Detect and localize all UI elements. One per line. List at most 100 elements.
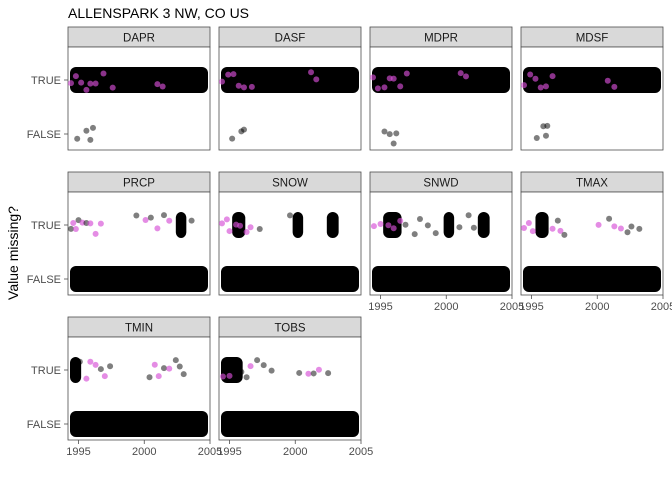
data-point-true — [83, 86, 90, 93]
y-tick-label: TRUE — [31, 220, 61, 232]
data-point-true — [542, 83, 549, 90]
dense-points-false — [221, 411, 359, 437]
data-point-true — [521, 224, 527, 231]
panel-area — [520, 46, 664, 151]
data-point-true — [532, 75, 539, 82]
chart-title: ALLENSPARK 3 NW, CO US — [68, 5, 249, 21]
dense-points-false — [372, 266, 510, 292]
data-point-true — [557, 227, 564, 234]
data-point-true — [155, 373, 162, 380]
data-point-true — [154, 225, 161, 232]
panel-tobs: TOBS 1995 2000 2005 — [217, 316, 373, 458]
data-point-true — [172, 357, 179, 364]
data-point-false — [240, 126, 247, 133]
data-point-true — [561, 231, 568, 238]
data-point-true — [248, 83, 255, 90]
data-point-true — [176, 363, 183, 370]
data-point-true — [595, 221, 602, 228]
data-point-true — [87, 220, 94, 227]
x-tick-label: 1995 — [217, 446, 241, 458]
data-point-true — [525, 219, 532, 226]
data-point-true — [166, 365, 173, 372]
data-point-true — [537, 84, 544, 91]
x-tick-label: 2005 — [349, 446, 373, 458]
data-point-true — [92, 80, 99, 87]
data-point-true — [247, 224, 254, 231]
data-point-false — [381, 128, 388, 135]
panel-area — [218, 46, 362, 151]
dense-points-true — [70, 67, 208, 93]
data-point-true — [374, 85, 381, 92]
data-point-true — [133, 212, 140, 219]
dense-points-true — [292, 212, 304, 238]
facet-strip-label: TMIN — [125, 323, 153, 335]
y-tick-label: TRUE — [31, 75, 61, 87]
data-point-true — [381, 84, 388, 91]
data-point-true — [416, 216, 423, 223]
panel-dapr: DAPR TRUE FALSE — [27, 26, 211, 151]
dense-points-false — [70, 266, 208, 292]
facet-strip-label: SNOW — [272, 178, 308, 190]
data-point-true — [243, 374, 250, 381]
data-point-true — [390, 225, 397, 232]
data-point-true — [377, 220, 384, 227]
facet-strip-label: MDSF — [576, 33, 609, 45]
panel-prcp: PRCP TRUE FALSE — [27, 171, 211, 296]
data-point-true — [624, 229, 631, 236]
data-point-true — [260, 362, 267, 369]
x-tick-label: 2000 — [283, 446, 307, 458]
data-point-true — [315, 366, 322, 373]
dense-points-true — [443, 212, 455, 238]
data-point-true — [160, 212, 167, 219]
x-tick-label: 1995 — [66, 446, 90, 458]
data-point-true — [68, 80, 74, 87]
data-point-true — [529, 228, 536, 235]
facet-strip-label: DASF — [275, 33, 306, 45]
data-point-true — [72, 225, 79, 232]
dense-points-true — [221, 67, 359, 93]
data-point-true — [606, 215, 613, 222]
data-point-true — [247, 363, 254, 370]
data-point-false — [87, 136, 94, 143]
x-tick-label: 2005 — [500, 301, 524, 313]
data-point-true — [254, 357, 261, 364]
data-point-true — [219, 373, 226, 380]
data-point-true — [554, 217, 561, 224]
dense-points-true — [477, 212, 490, 238]
data-point-true — [109, 84, 116, 91]
data-point-true — [226, 228, 233, 235]
data-point-true — [78, 79, 85, 86]
x-tick-label: 2000 — [132, 446, 156, 458]
panel-tmax: TMAX 1995 2000 2005 — [519, 171, 672, 313]
data-point-true — [147, 214, 154, 221]
data-point-true — [76, 358, 83, 365]
data-point-true — [611, 83, 618, 90]
facet-strip-label: DAPR — [123, 33, 155, 45]
data-point-true — [240, 84, 247, 91]
data-point-false — [533, 135, 540, 142]
x-tick-label: 1995 — [368, 301, 392, 313]
data-point-true — [628, 223, 635, 230]
y-axis-title: Value missing? — [5, 206, 21, 300]
y-tick-label: TRUE — [31, 365, 61, 377]
data-point-true — [424, 222, 431, 229]
data-point-true — [604, 77, 611, 84]
data-point-true — [402, 221, 409, 228]
y-tick-label: FALSE — [27, 419, 61, 431]
data-point-true — [549, 225, 556, 232]
data-point-false — [390, 140, 397, 147]
data-point-true — [142, 217, 149, 224]
data-point-true — [188, 217, 195, 224]
data-point-true — [92, 361, 99, 368]
data-point-true — [549, 73, 556, 80]
data-point-true — [385, 222, 392, 229]
dense-points-false — [221, 266, 359, 292]
data-point-true — [72, 73, 79, 80]
data-point-false — [542, 132, 549, 139]
data-point-true — [238, 368, 245, 375]
data-point-true — [180, 371, 187, 378]
data-point-false — [74, 135, 81, 142]
dense-points-true — [535, 212, 549, 238]
data-point-true — [611, 223, 618, 230]
data-point-true — [166, 217, 173, 224]
